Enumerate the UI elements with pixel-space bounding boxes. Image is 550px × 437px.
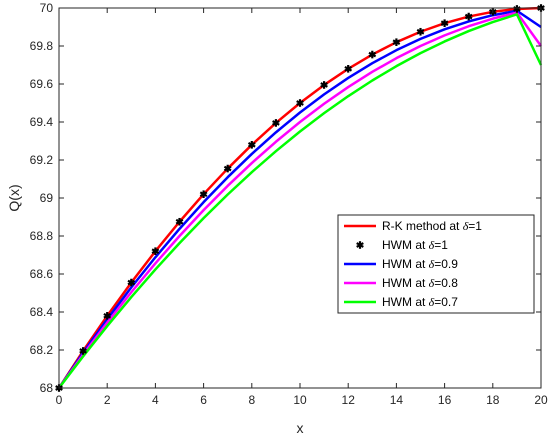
legend: R-K method at δ=1 HWM at δ=1 HWM at δ=0.9 H… <box>337 214 535 314</box>
y-tick-label: 68.8 <box>30 229 54 243</box>
legend-swatch <box>356 241 364 249</box>
y-tick-label: 68.2 <box>30 343 54 357</box>
y-tick-label: 70 <box>40 1 54 15</box>
series-line-2 <box>57 9 542 389</box>
series-layer <box>55 4 545 392</box>
legend-label: R-K method at δ=1 <box>382 219 482 233</box>
legend-entry: HWM at δ=0.9 <box>344 257 458 271</box>
x-tick-label: 14 <box>390 393 404 407</box>
plot-area <box>59 8 541 388</box>
y-tick-label: 68.6 <box>30 267 54 281</box>
legend-entry: HWM at δ=0.8 <box>344 276 458 290</box>
y-tick-label: 69.2 <box>30 153 54 167</box>
data-point <box>368 50 377 59</box>
series-4 <box>58 13 543 389</box>
x-tick-label: 8 <box>248 393 255 407</box>
data-point <box>151 247 160 255</box>
data-point <box>247 141 256 149</box>
x-axis-label: x <box>297 420 304 436</box>
data-point <box>464 12 473 21</box>
x-tick-label: 2 <box>104 393 111 407</box>
data-point <box>199 190 208 198</box>
data-point <box>103 312 112 320</box>
legend-label: HWM at δ=1 <box>382 238 448 252</box>
series-3 <box>57 11 543 389</box>
data-point <box>344 65 353 73</box>
x-tick-label: 4 <box>152 393 159 407</box>
series-2 <box>57 9 542 389</box>
y-tick-label: 68 <box>40 381 54 395</box>
x-tick-label: 12 <box>342 393 356 407</box>
y-tick-label: 68.4 <box>30 305 54 319</box>
y-tick-label: 69.8 <box>30 39 54 53</box>
y-tick-label: 69.6 <box>30 77 54 91</box>
x-tick-label: 10 <box>293 393 307 407</box>
legend-entry: HWM at δ=0.7 <box>344 295 458 309</box>
legend-label: HWM at δ=0.9 <box>382 257 458 271</box>
series-line-4 <box>58 13 543 389</box>
data-point <box>320 81 328 89</box>
x-tick-label: 18 <box>486 393 500 407</box>
data-point <box>392 38 401 46</box>
y-tick-label: 69.4 <box>30 115 54 129</box>
data-point <box>416 27 425 36</box>
data-point <box>296 99 304 107</box>
x-tick-label: 20 <box>534 393 548 407</box>
data-point <box>79 347 87 355</box>
legend-entry: HWM at δ=1 <box>356 238 448 252</box>
series-markers-1 <box>55 4 545 392</box>
data-point <box>272 119 280 127</box>
legend-label: HWM at δ=0.7 <box>382 295 458 309</box>
data-point <box>440 19 449 27</box>
data-point <box>127 278 136 287</box>
legend-label: HWM at δ=0.8 <box>382 276 458 290</box>
y-tick-label: 69 <box>40 191 54 205</box>
x-tick-label: 16 <box>438 393 452 407</box>
ticks-layer: 0 2 4 6 8 10 12 14 16 18 206868.268.468.668.86969.… <box>30 1 548 407</box>
data-point <box>223 164 232 173</box>
y-axis-label: Q(x) <box>6 184 22 211</box>
legend-entry: R-K method at δ=1 <box>344 219 482 233</box>
data-point <box>175 217 184 226</box>
x-tick-label: 0 <box>56 393 63 407</box>
series-line-3 <box>57 11 543 389</box>
x-tick-label: 6 <box>200 393 207 407</box>
